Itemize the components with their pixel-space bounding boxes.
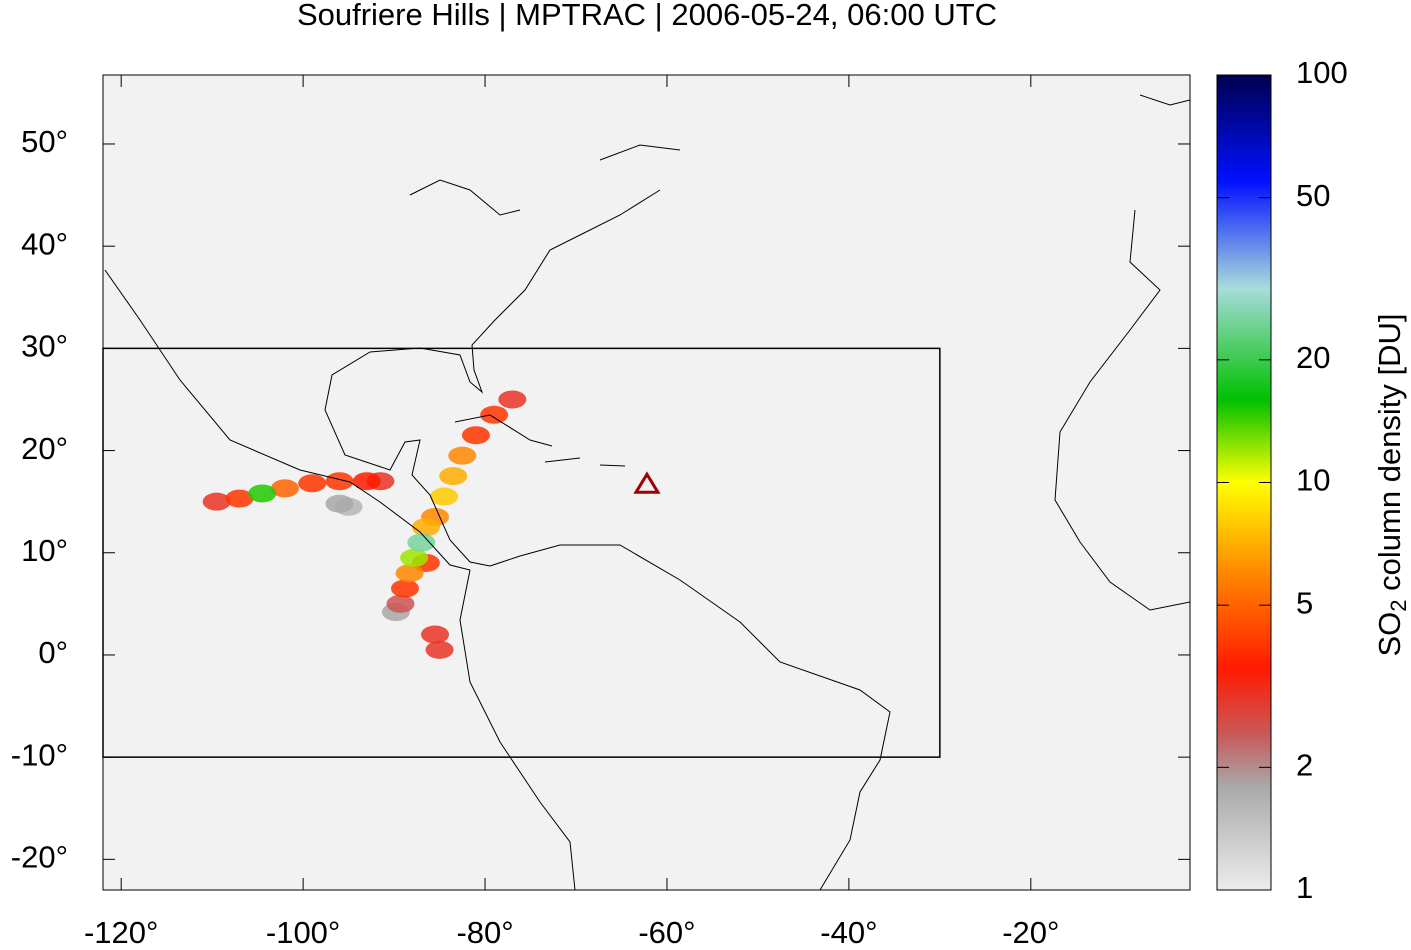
so2-plume-cell — [439, 467, 468, 486]
coastline — [324, 189, 661, 567]
so2-plume-cell — [411, 518, 440, 537]
so2-plume-cell — [270, 479, 299, 498]
so2-plume-cell — [400, 548, 429, 567]
x-tick-label: -120° — [84, 915, 158, 950]
y-tick-label: 40° — [21, 226, 68, 261]
so2-plume-cell — [386, 594, 415, 613]
colorbar-tick-label: 5 — [1296, 585, 1313, 620]
domain-box — [102, 347, 941, 758]
y-tick-label: -10° — [11, 737, 68, 772]
label-main: SO — [1372, 612, 1407, 657]
so2-plume-cell — [395, 564, 424, 583]
coastline — [104, 269, 471, 571]
so2-plume-cell — [325, 472, 354, 491]
so2-plume-cell — [421, 625, 450, 644]
so2-plume-cell — [298, 474, 327, 493]
so2-plume-cell — [325, 494, 354, 513]
so2-plume-cell — [430, 487, 459, 506]
x-tick-label: -100° — [266, 915, 340, 950]
x-tick-label: -60° — [638, 915, 695, 950]
y-tick-label: 20° — [21, 431, 68, 466]
so2-plume-cell — [390, 579, 419, 598]
so2-plume-cell — [461, 426, 490, 445]
so2-plume-cell — [202, 492, 231, 511]
colorbar-label: SO2 column density [DU] — [1372, 313, 1411, 656]
x-tick-label: -40° — [820, 915, 877, 950]
volcano-marker — [633, 471, 661, 494]
y-tick-label: 10° — [21, 533, 68, 568]
map-title: Soufriere Hills | MPTRAC | 2006-05-24, 0… — [297, 0, 997, 32]
coastline — [1054, 209, 1190, 611]
colorbar-tick-label: 20 — [1296, 340, 1330, 375]
coastline — [409, 94, 1190, 216]
map-background — [103, 75, 1190, 890]
colorbar-tick-label: 100 — [1296, 55, 1348, 90]
so2-plume-cell — [248, 484, 277, 503]
coastline — [454, 414, 626, 467]
coastlines — [104, 94, 1190, 890]
label-sub: 2 — [1386, 599, 1411, 611]
x-tick-label: -80° — [456, 915, 513, 950]
x-tick-label: -20° — [1002, 915, 1059, 950]
so2-plume-cell — [448, 446, 477, 465]
so2-plume-cell — [225, 489, 254, 508]
colorbar-tick-label: 2 — [1296, 748, 1313, 783]
coastline — [489, 544, 891, 890]
so2-plume-cell — [425, 640, 454, 659]
colorbar-tick-label: 10 — [1296, 463, 1330, 498]
y-tick-label: -20° — [11, 840, 68, 875]
coastline — [459, 569, 576, 890]
so2-plume-cell — [352, 472, 381, 491]
colorbar-tick-label: 50 — [1296, 178, 1330, 213]
so2-plume-cell — [480, 405, 509, 424]
so2-plume-cell — [407, 533, 436, 552]
y-tick-label: 50° — [21, 124, 68, 159]
y-tick-label: 0° — [38, 635, 68, 670]
so2-plume-cell — [498, 390, 527, 409]
colorbar-tick-label: 1 — [1296, 870, 1313, 905]
label-rest: column density [DU] — [1372, 313, 1407, 599]
y-tick-label: 30° — [21, 329, 68, 364]
